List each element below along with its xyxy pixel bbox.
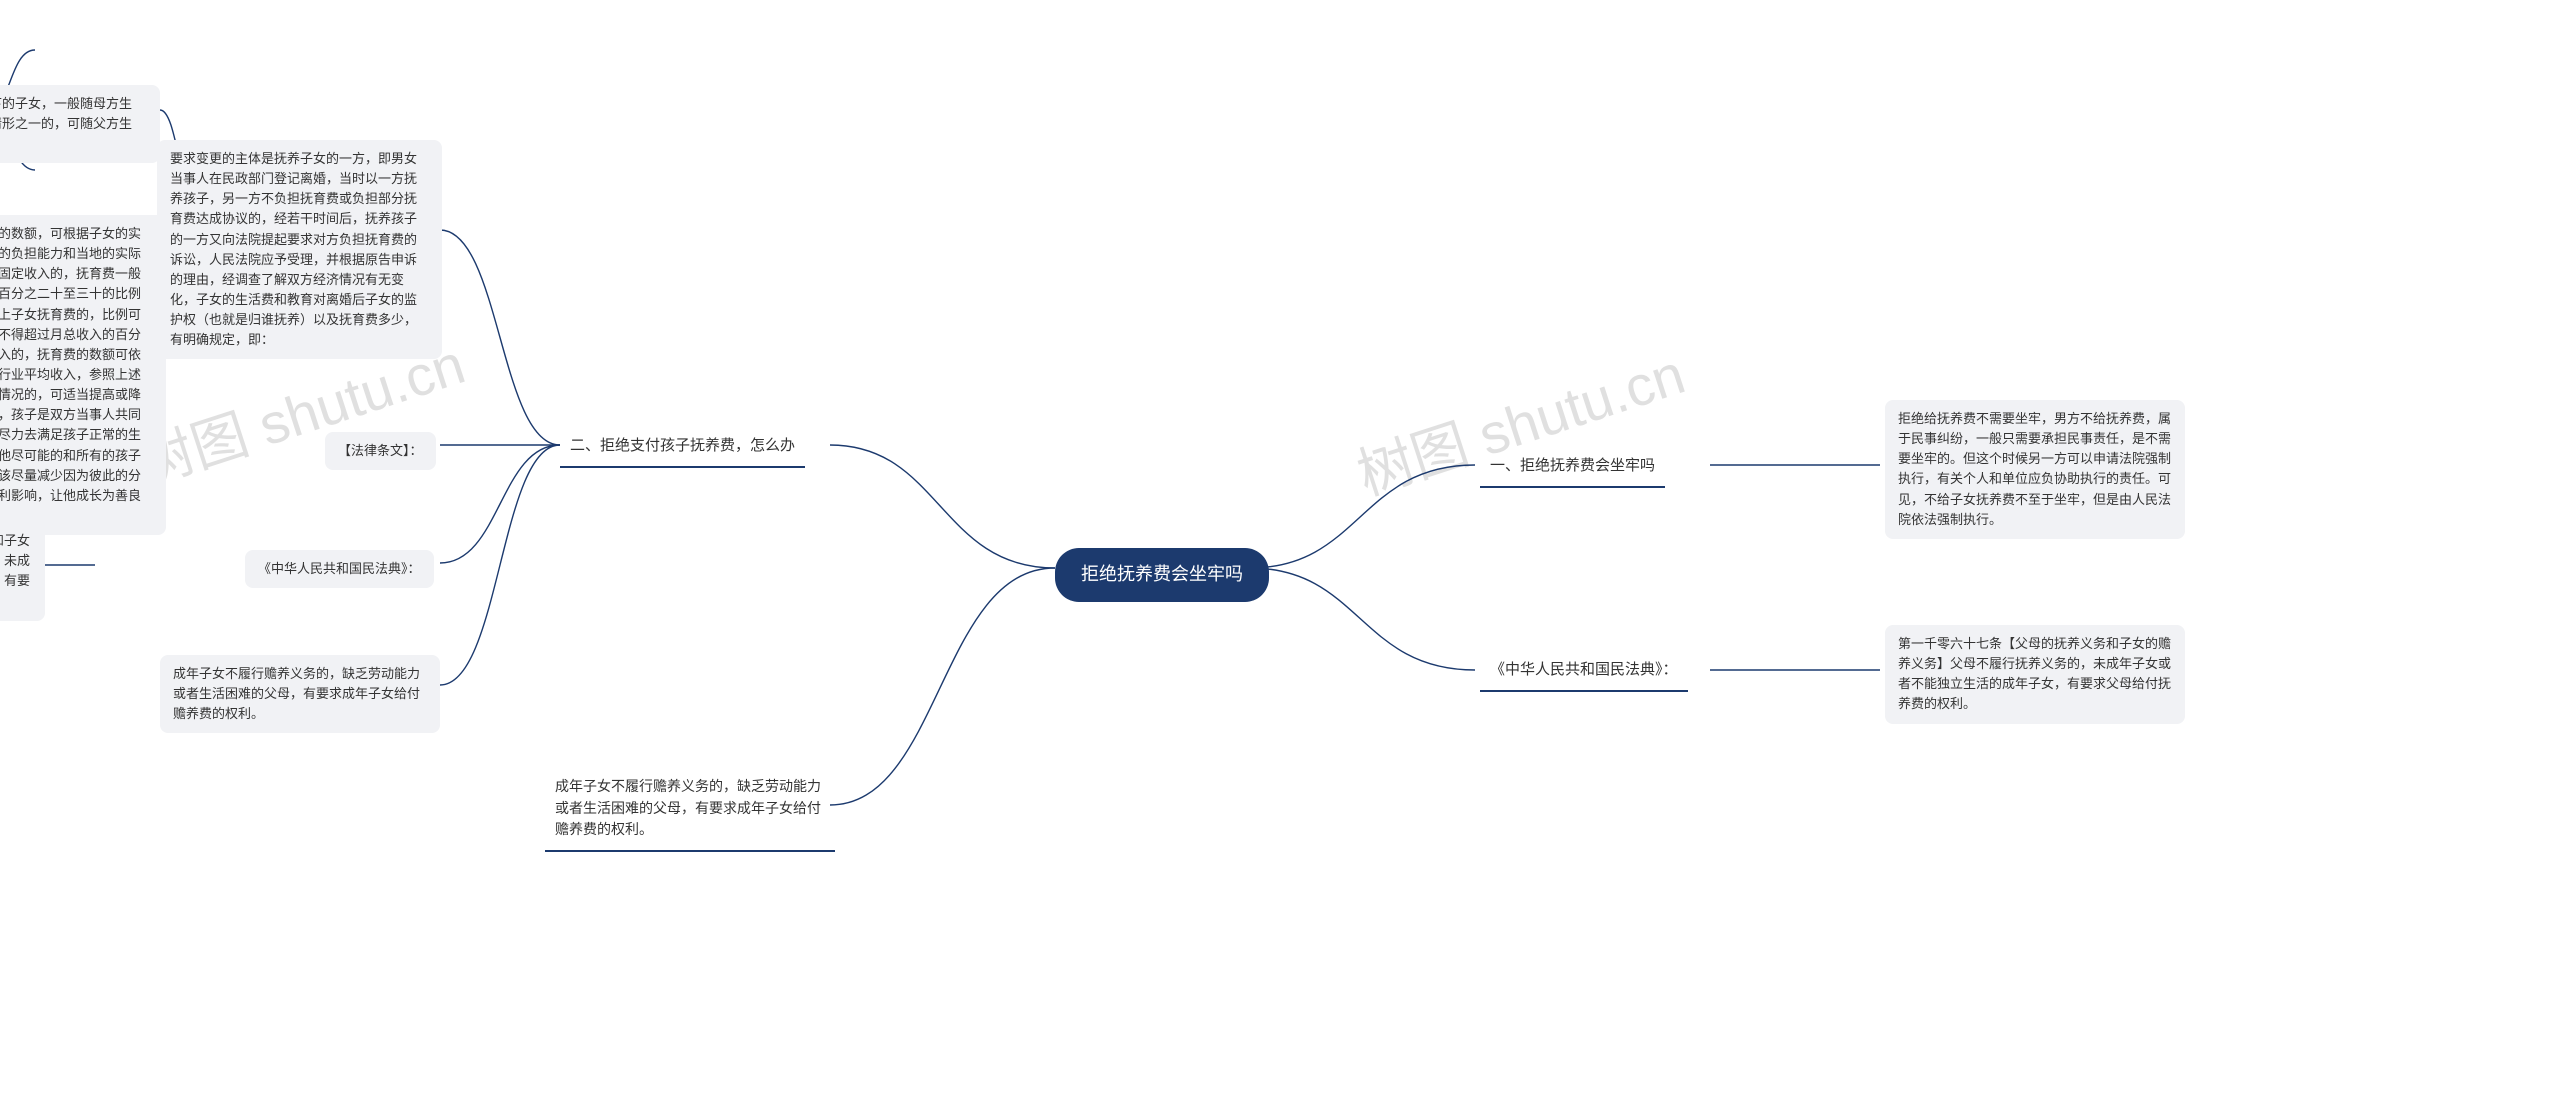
branch-left-3: 二、拒绝支付孩子抚养费，怎么办 [560,428,805,468]
node-c3: 《中华人民共和国民法典》： [245,550,434,588]
node-c3-leaf: 第一千零六十七条【父母的抚养义务和子女的赡养义务】父母不履行抚养义务的，未成年子… [0,522,45,621]
leaf-right-2: 第一千零六十七条【父母的抚养义务和子女的赡养义务】父母不履行抚养义务的，未成年子… [1885,625,2185,724]
leaf-right-1: 拒绝给抚养费不需要坐牢，男方不给抚养费，属于民事纠纷，一般只需要承担民事责任，是… [1885,400,2185,539]
node-d2: （二）子女抚育费的数额，可根据子女的实际需要、父母双方的负担能力和当地的实际生活… [0,215,166,535]
branch-right-2: 《中华人民共和国民法典》： [1480,652,1688,692]
node-d1: （一）两周岁以下的子女，一般随母方生活。母方有下列情形之一的，可随父方生活； [0,85,160,163]
node-c1: 要求变更的主体是抚养子女的一方，即男女当事人在民政部门登记离婚，当时以一方抚养孩… [157,140,442,359]
root-node: 拒绝抚养费会坐牢吗 [1055,548,1269,602]
branch-left-4: 成年子女不履行赡养义务的，缺乏劳动能力或者生活困难的父母，有要求成年子女给付赡养… [545,770,835,852]
node-c2: 【法律条文】： [325,432,436,470]
node-c4: 成年子女不履行赡养义务的，缺乏劳动能力或者生活困难的父母，有要求成年子女给付赡养… [160,655,440,733]
branch-right-1: 一、拒绝抚养费会坐牢吗 [1480,448,1665,488]
